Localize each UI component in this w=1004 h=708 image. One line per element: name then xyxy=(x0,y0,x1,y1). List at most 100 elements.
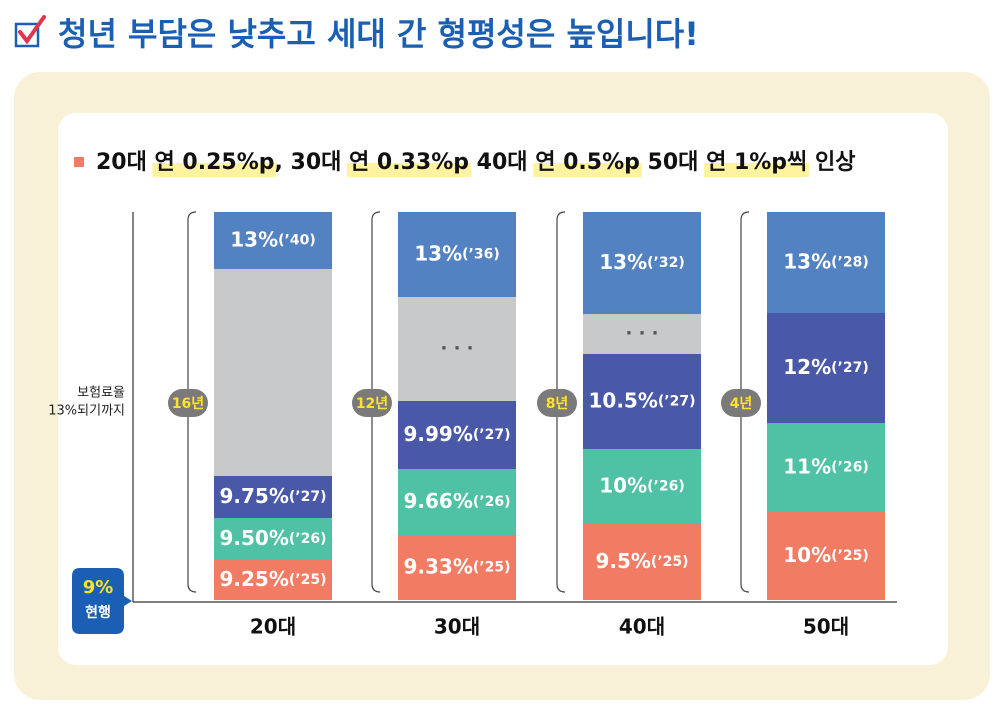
year: (’25) xyxy=(473,560,511,576)
rate: 9.75% xyxy=(220,484,289,508)
years-badge xyxy=(721,389,761,417)
rate: 10% xyxy=(599,473,647,497)
segment xyxy=(767,423,885,512)
segment-label: 10.5%(’27) xyxy=(589,388,696,412)
year: (’27) xyxy=(831,360,869,376)
segment xyxy=(214,560,332,600)
years-label: 8년 xyxy=(546,396,569,412)
highlight xyxy=(704,163,810,177)
subtitle-part: 연 0.33%p xyxy=(349,150,469,175)
segment-label: 10%(’26) xyxy=(599,473,684,497)
rate: 9.25% xyxy=(220,567,289,591)
highlight xyxy=(533,163,642,177)
rate: 9.33% xyxy=(404,554,473,578)
rate: 12% xyxy=(783,355,831,379)
title: 청년 부담은 낮추고 세대 간 형평성은 높입니다! xyxy=(58,15,699,53)
segment xyxy=(583,212,701,314)
year: (’26) xyxy=(289,531,327,547)
segment-label: 9.5%(’25) xyxy=(595,549,688,573)
segment-label: 10%(’25) xyxy=(783,543,868,567)
segment xyxy=(767,313,885,423)
segment-label: 9.33%(’25) xyxy=(404,554,511,578)
segment-label: 13%(’32) xyxy=(599,250,684,274)
segment-label: 9.99%(’27) xyxy=(404,422,511,446)
rate: 13% xyxy=(599,250,647,274)
year: (’25) xyxy=(651,554,689,570)
segment xyxy=(214,269,332,476)
highlight xyxy=(347,163,472,177)
year: (’36) xyxy=(462,247,500,263)
subtitle-part: 연 0.5%p xyxy=(535,150,640,175)
category-label: 50대 xyxy=(803,615,849,639)
rate: 13% xyxy=(230,227,278,251)
category-label: 40대 xyxy=(619,615,665,639)
subtitle-part: 20대 xyxy=(96,150,155,175)
year: (’25) xyxy=(831,548,869,564)
subtitle-part: 40대 xyxy=(469,150,535,175)
years-badge xyxy=(168,389,208,417)
segment-label: 9.50%(’26) xyxy=(220,526,327,550)
segment-label: 13%(’36) xyxy=(414,241,499,265)
subtitle-part: 연 0.25%p xyxy=(155,150,275,175)
axis-label: 보험료율 xyxy=(77,386,125,401)
rate: 13% xyxy=(783,249,831,273)
year: (’26) xyxy=(473,494,511,510)
segment-label: 9.75%(’27) xyxy=(220,484,327,508)
years-badge xyxy=(352,389,392,417)
year: (’27) xyxy=(289,489,327,505)
segment xyxy=(398,212,516,297)
rate: 9.50% xyxy=(220,526,289,550)
year: (’27) xyxy=(658,394,696,410)
year: (’27) xyxy=(473,427,511,443)
segment xyxy=(583,449,701,524)
subtitle-part: 인상 xyxy=(807,150,855,175)
check-box xyxy=(14,22,40,48)
segment xyxy=(583,524,701,600)
years-label: 4년 xyxy=(730,396,753,412)
bullet xyxy=(74,157,84,167)
subtitle-part: , 30대 xyxy=(275,150,350,175)
check-mark xyxy=(18,15,46,45)
category-label: 30대 xyxy=(434,615,480,639)
segment xyxy=(583,354,701,449)
segment-label: 9.25%(’25) xyxy=(220,567,327,591)
segment-label: 13%(’40) xyxy=(230,227,315,251)
rate: 13% xyxy=(414,241,462,265)
subtitle-part: 50대 xyxy=(640,150,706,175)
ellipsis: · · · xyxy=(440,338,473,359)
segment xyxy=(398,535,516,600)
segment xyxy=(214,476,332,518)
segment xyxy=(398,469,516,535)
year: (’25) xyxy=(289,572,327,588)
years-label: 12년 xyxy=(356,396,388,412)
segment xyxy=(214,518,332,560)
year: (’26) xyxy=(831,460,869,476)
segment xyxy=(767,212,885,313)
current-badge xyxy=(72,568,132,634)
year: (’28) xyxy=(831,255,869,271)
segment-label: 13%(’28) xyxy=(783,249,868,273)
rate: 9.66% xyxy=(404,489,473,513)
segment xyxy=(398,297,516,401)
rate: 10% xyxy=(783,543,831,567)
segment xyxy=(214,212,332,269)
segment-label: 9.66%(’26) xyxy=(404,489,511,513)
axis-label: 13%되기까지 xyxy=(48,404,125,419)
segment-label: 12%(’27) xyxy=(783,355,868,379)
years-label: 16년 xyxy=(172,396,204,412)
highlight xyxy=(152,163,277,177)
years-badge xyxy=(537,389,577,417)
segment-label: 11%(’26) xyxy=(783,454,868,478)
current-label: 현행 xyxy=(85,605,111,621)
year: (’26) xyxy=(647,479,685,495)
segment xyxy=(583,314,701,354)
segment xyxy=(398,401,516,469)
year: (’40) xyxy=(278,233,316,249)
rate: 11% xyxy=(783,454,831,478)
rate: 10.5% xyxy=(589,388,658,412)
category-label: 20대 xyxy=(250,615,296,639)
segment xyxy=(767,512,885,600)
ellipsis: · · · xyxy=(625,323,658,344)
